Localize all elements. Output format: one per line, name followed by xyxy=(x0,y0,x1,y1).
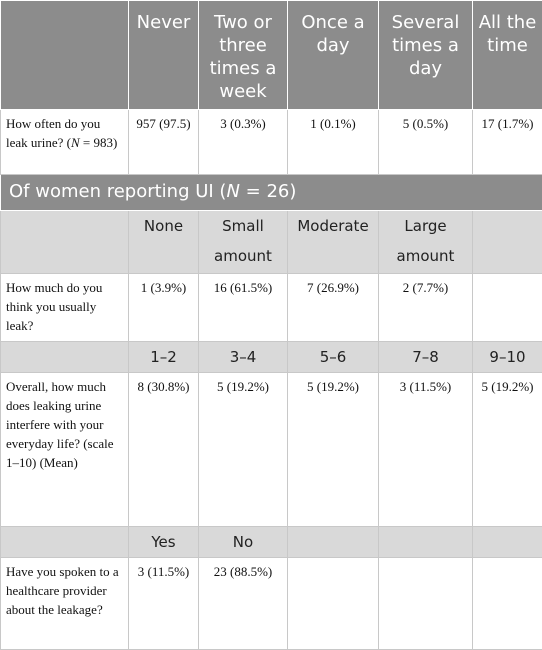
variable: N xyxy=(226,181,239,202)
variable: N xyxy=(71,135,80,150)
column-header: 3–4 xyxy=(199,342,288,373)
table-row: How much do you think you usually leak?1… xyxy=(1,274,542,342)
question: Overall, how much does leaking urine int… xyxy=(1,373,129,527)
column-header: Never xyxy=(129,1,199,110)
blank-cell xyxy=(1,342,129,373)
value-cell: 16 (61.5%) xyxy=(199,274,288,342)
table-row: Of women reporting UI (N = 26) xyxy=(1,175,542,211)
column-header: 1–2 xyxy=(129,342,199,373)
table-row: Have you spoken to a healthcare provider… xyxy=(1,558,542,650)
question: How often do you leak urine? (N = 983) xyxy=(1,110,129,175)
value-cell: 5 (19.2%) xyxy=(199,373,288,527)
blank-cell xyxy=(1,1,129,110)
column-header xyxy=(379,527,473,558)
column-header: All the time xyxy=(473,1,542,110)
table-row: Overall, how much does leaking urine int… xyxy=(1,373,542,527)
column-header: Yes xyxy=(129,527,199,558)
question: How much do you think you usually leak? xyxy=(1,274,129,342)
text: Of women reporting UI ( xyxy=(9,181,226,202)
value-cell: 3 (0.3%) xyxy=(199,110,288,175)
table-row: How often do you leak urine? (N = 983)95… xyxy=(1,110,542,175)
value-cell xyxy=(473,274,542,342)
value-cell xyxy=(473,558,542,650)
value-cell: 2 (7.7%) xyxy=(379,274,473,342)
value-cell: 7 (26.9%) xyxy=(288,274,379,342)
blank-cell xyxy=(1,211,129,274)
column-header xyxy=(473,527,542,558)
value-cell: 3 (11.5%) xyxy=(379,373,473,527)
column-header: 9–10 xyxy=(473,342,542,373)
column-header: Small amount xyxy=(199,211,288,274)
column-header: No xyxy=(199,527,288,558)
value-cell: 5 (19.2%) xyxy=(288,373,379,527)
column-header xyxy=(473,211,542,274)
column-header: Two or three times a week xyxy=(199,1,288,110)
column-header: 7–8 xyxy=(379,342,473,373)
column-header: Several times a day xyxy=(379,1,473,110)
blank-cell xyxy=(1,527,129,558)
value-cell: 8 (30.8%) xyxy=(129,373,199,527)
value-cell: 1 (3.9%) xyxy=(129,274,199,342)
column-header: Once a day xyxy=(288,1,379,110)
value-cell xyxy=(288,558,379,650)
column-header: Moderate xyxy=(288,211,379,274)
value-cell: 17 (1.7%) xyxy=(473,110,542,175)
value-cell: 1 (0.1%) xyxy=(288,110,379,175)
value-cell: 957 (97.5) xyxy=(129,110,199,175)
value-cell: 3 (11.5%) xyxy=(129,558,199,650)
column-header xyxy=(288,527,379,558)
section-header: Of women reporting UI (N = 26) xyxy=(1,175,542,211)
text: = 983) xyxy=(80,135,118,150)
question: Have you spoken to a healthcare provider… xyxy=(1,558,129,650)
value-cell: 23 (88.5%) xyxy=(199,558,288,650)
value-cell xyxy=(379,558,473,650)
column-header: None xyxy=(129,211,199,274)
value-cell: 5 (0.5%) xyxy=(379,110,473,175)
value-cell: 5 (19.2%) xyxy=(473,373,542,527)
column-header: Large amount xyxy=(379,211,473,274)
text: = 26) xyxy=(240,181,296,202)
column-header: 5–6 xyxy=(288,342,379,373)
